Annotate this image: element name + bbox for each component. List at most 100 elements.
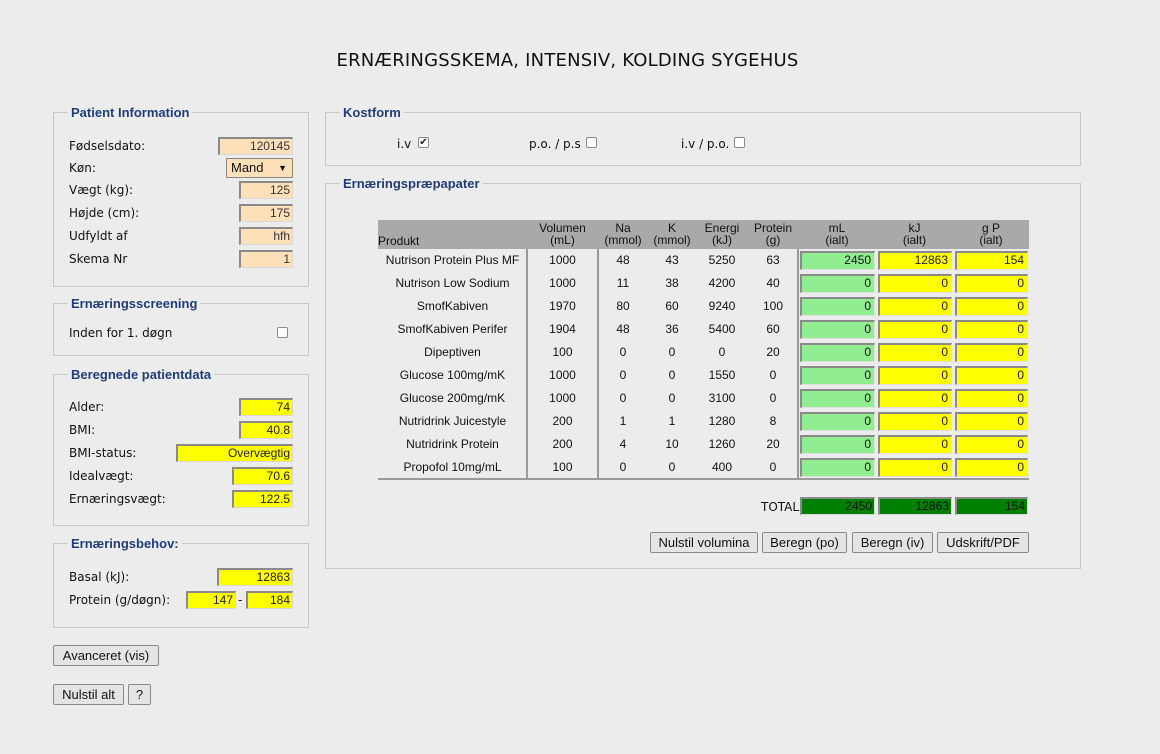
reset-volumes-button[interactable]: Nulstil volumina	[650, 532, 758, 553]
volume-cell: 1000	[549, 276, 576, 290]
na-cell: 11	[616, 276, 630, 290]
header-gp-total: g P (ialt)	[953, 220, 1029, 249]
schema-nr-field[interactable]: 1	[239, 250, 293, 268]
kostform-legend: Kostform	[343, 105, 401, 120]
table-bottom-border	[378, 478, 1029, 480]
reset-all-button[interactable]: Nulstil alt	[53, 684, 124, 705]
protein-range-dash: -	[238, 593, 243, 607]
energy-cell: 1260	[708, 437, 736, 451]
volume-cell: 1000	[549, 368, 576, 382]
header-ml-total-line1: mL	[828, 221, 846, 235]
filled-by-field[interactable]: hfh	[239, 227, 293, 245]
volume-input[interactable]: 0	[800, 458, 875, 477]
table-row: Nutrison Low Sodium 1000 11 38 4200 40 0 0 0	[378, 272, 1029, 295]
column-separator	[597, 249, 599, 479]
kostform-po-ps-checkbox[interactable]	[586, 137, 597, 148]
gp-total-field: 0	[955, 458, 1028, 477]
checkmark-icon: ✔	[419, 137, 428, 148]
basal-label: Basal (kJ):	[69, 570, 130, 584]
print-pdf-button[interactable]: Udskrift/PDF	[937, 532, 1029, 553]
volume-input[interactable]: 0	[800, 412, 875, 431]
screening-within-label: Inden for 1. døgn	[69, 326, 173, 340]
table-row: SmofKabiven 1970 80 60 9240 100 0 0 0	[378, 295, 1029, 318]
k-cell: 0	[668, 345, 676, 359]
gp-total-field: 0	[955, 366, 1028, 385]
height-field[interactable]: 175	[239, 204, 293, 222]
protein-cell: 100	[762, 299, 784, 313]
header-energy-line2: (kJ)	[712, 233, 732, 247]
kj-total-field: 0	[878, 366, 952, 385]
bmi-label: BMI:	[69, 423, 96, 437]
bmi-status-field: Overvægtig	[176, 444, 293, 462]
volume-cell: 1000	[549, 391, 576, 405]
header-ml-total: mL (ialt)	[798, 220, 876, 249]
volume-input[interactable]: 0	[800, 320, 875, 339]
table-row: Nutrison Protein Plus MF 1000 48 43 5250 63 24…	[378, 249, 1029, 272]
product-name-cell: Nutrison Protein Plus MF	[385, 253, 520, 267]
volume-cell: 200	[552, 437, 573, 451]
calculate-iv-button[interactable]: Beregn (iv)	[852, 532, 933, 553]
table-row: Nutridrink Protein 200 4 10 1260 20 0 0 0	[378, 433, 1029, 456]
chevron-down-icon: ▼	[278, 163, 287, 173]
birthdate-label: Fødselsdato:	[69, 139, 146, 153]
gender-select[interactable]: Mand ▼	[226, 158, 293, 178]
volume-input[interactable]: 0	[800, 366, 875, 385]
gp-total-field: 0	[955, 412, 1028, 431]
na-cell: 80	[616, 299, 630, 313]
energy-cell: 1280	[708, 414, 736, 428]
header-volume-line2: (mL)	[550, 233, 575, 247]
filled-by-label: Udfyldt af	[69, 229, 128, 243]
gender-select-value: Mand	[231, 160, 264, 175]
header-na-line2: (mmol)	[604, 233, 642, 247]
ideal-weight-label: Idealvægt:	[69, 469, 134, 483]
kostform-iv-checkbox[interactable]: ✔	[418, 137, 429, 148]
protein-cell: 8	[769, 414, 777, 428]
column-separator	[797, 249, 799, 479]
calculated-panel: Beregnede patientdata	[53, 367, 309, 526]
header-protein-line2: (g)	[765, 233, 781, 247]
age-label: Alder:	[69, 400, 105, 414]
volume-input[interactable]: 0	[800, 389, 875, 408]
bmi-field: 40.8	[239, 421, 293, 439]
volume-input[interactable]: 0	[800, 435, 875, 454]
volume-input[interactable]: 2450	[800, 251, 875, 270]
preparations-panel: Ernæringspræpapater	[325, 176, 1081, 569]
k-cell: 1	[668, 414, 676, 428]
nutrition-weight-label: Ernæringsvægt:	[69, 492, 166, 506]
volume-cell: 1970	[549, 299, 576, 313]
na-cell: 0	[619, 368, 627, 382]
kostform-iv-po-checkbox[interactable]	[734, 137, 745, 148]
na-cell: 0	[619, 345, 627, 359]
volume-input[interactable]: 0	[800, 297, 875, 316]
gp-total-field: 154	[955, 251, 1028, 270]
product-name-cell: Nutridrink Protein	[406, 437, 499, 451]
energy-cell: 5400	[708, 322, 736, 336]
calculate-po-button[interactable]: Beregn (po)	[762, 532, 847, 553]
volume-cell: 1904	[549, 322, 576, 336]
product-name-cell: Glucose 100mg/mK	[399, 368, 506, 382]
header-kj-total-line1: kJ	[908, 221, 921, 235]
bmi-status-label: BMI-status:	[69, 446, 137, 460]
na-cell: 48	[616, 322, 630, 336]
volume-input[interactable]: 0	[800, 343, 875, 362]
screening-within-checkbox[interactable]	[277, 327, 288, 338]
advanced-toggle-button[interactable]: Avanceret (vis)	[53, 645, 159, 666]
birthdate-field[interactable]: 120145	[218, 137, 293, 155]
volume-input[interactable]: 0	[800, 274, 875, 293]
protein-min-field: 147	[186, 591, 236, 609]
kostform-iv-po-label: i.v / p.o.	[681, 137, 730, 151]
header-volume: Volumen (mL)	[527, 220, 598, 249]
schema-nr-label: Skema Nr	[69, 252, 128, 266]
patient-info-panel: Patient Information	[53, 105, 309, 287]
protein-cell: 40	[766, 276, 780, 290]
protein-need-label: Protein (g/døgn):	[69, 593, 171, 607]
weight-field[interactable]: 125	[239, 181, 293, 199]
total-label: TOTAL	[761, 500, 800, 514]
protein-cell: 63	[766, 253, 780, 267]
header-protein: Protein (g)	[748, 220, 798, 249]
header-kj-total-line2: (ialt)	[902, 233, 927, 247]
k-cell: 38	[665, 276, 679, 290]
total-gp-field: 154	[955, 497, 1028, 515]
help-button[interactable]: ?	[128, 684, 151, 705]
header-k-line1: K	[667, 221, 676, 235]
